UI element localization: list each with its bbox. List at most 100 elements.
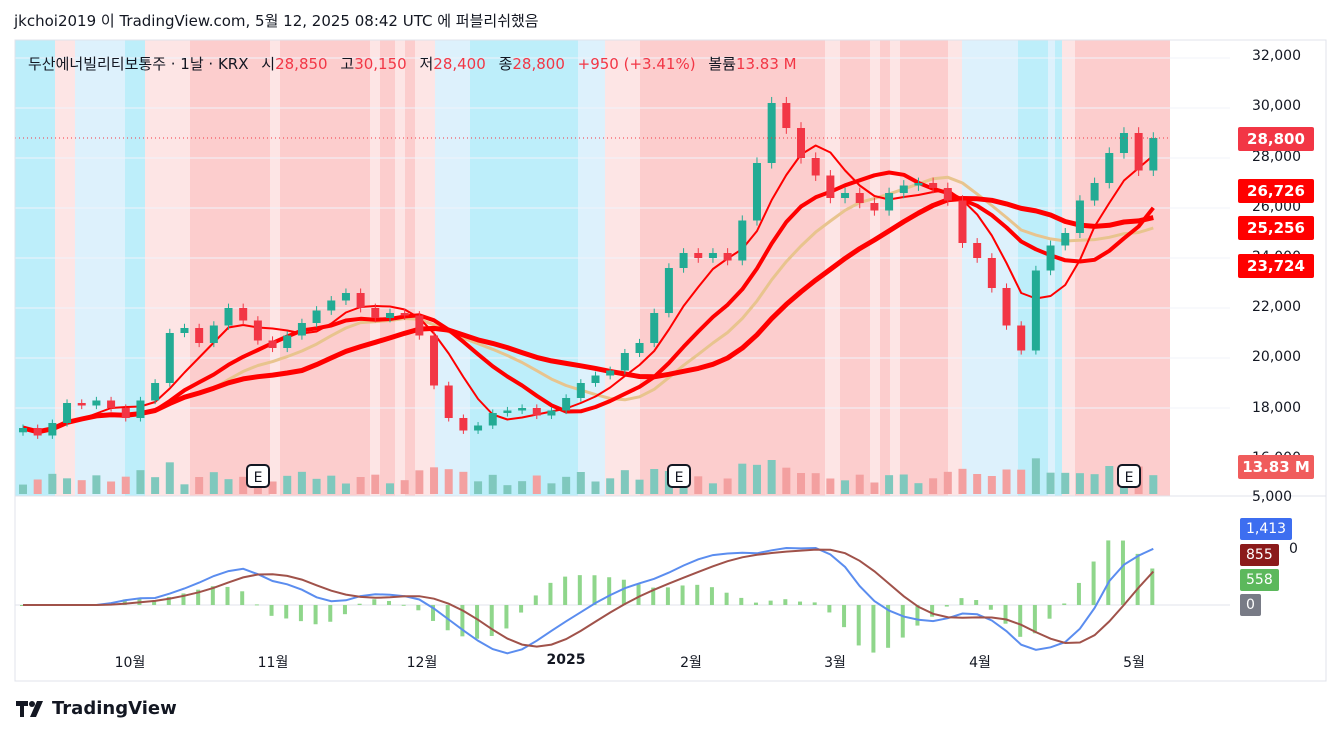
volume-bar xyxy=(312,478,321,494)
publish-line: jkchoi2019 이 TradingView.com, 5월 12, 202… xyxy=(14,12,539,30)
candle-body xyxy=(180,328,189,333)
volume-bar xyxy=(1017,469,1026,494)
candle-body xyxy=(107,400,116,408)
background-band xyxy=(395,40,405,496)
macd-hist-bar xyxy=(196,589,201,605)
macd-hist-bar xyxy=(489,605,494,636)
candle-body xyxy=(371,308,380,318)
price-tick: 28,000 xyxy=(1252,149,1301,165)
volume-bar xyxy=(841,480,850,494)
volume-bar xyxy=(826,478,835,494)
volume-badge: 13.83 M xyxy=(1238,455,1314,479)
background-band xyxy=(890,40,900,496)
candle-body xyxy=(723,253,732,261)
time-label: 11월 xyxy=(257,655,289,671)
background-band xyxy=(880,40,890,496)
macd-hist-bar xyxy=(416,605,421,611)
candle-body xyxy=(488,413,497,426)
volume-bar xyxy=(33,479,42,494)
time-label: 12월 xyxy=(406,655,438,671)
volume-bar xyxy=(620,470,629,494)
volume-bar xyxy=(532,475,541,494)
macd-hist-bar xyxy=(651,587,656,605)
hist-badge: 558 xyxy=(1240,569,1279,591)
candle-body xyxy=(312,310,321,323)
earnings-marker[interactable]: E xyxy=(667,464,691,488)
background-band xyxy=(1062,40,1075,496)
background-band xyxy=(900,40,948,496)
brand-name: TradingView xyxy=(52,698,177,719)
macd-line xyxy=(23,546,1154,655)
price-tick: 5,000 xyxy=(1252,489,1293,505)
macd-hist-bar xyxy=(152,600,157,605)
candle-body xyxy=(268,340,277,348)
volume-bar xyxy=(121,476,130,494)
background-band xyxy=(870,40,880,496)
background-band xyxy=(470,40,578,496)
volume-bar xyxy=(19,484,27,494)
price-tick: 18,000 xyxy=(1252,400,1301,416)
macd-hist-bar xyxy=(284,605,289,619)
ma3-badge: 23,724 xyxy=(1238,254,1314,278)
earnings-marker[interactable]: E xyxy=(1117,464,1141,488)
legend-open: 28,850 xyxy=(275,55,328,73)
zero-badge: 0 xyxy=(1240,594,1261,616)
volume-bar xyxy=(107,481,116,494)
macd-hist-bar xyxy=(739,597,744,605)
legend-low-label: 저 xyxy=(419,55,434,73)
candle-body xyxy=(1002,288,1011,326)
volume-bar xyxy=(385,483,394,494)
background-band xyxy=(840,40,870,496)
price-tick: 26,000 xyxy=(1252,199,1301,215)
candle-body xyxy=(209,325,218,343)
candle-body xyxy=(195,328,204,343)
candle-body xyxy=(341,293,350,301)
signal-badge: 855 xyxy=(1240,544,1279,566)
macd-hist-bar xyxy=(974,600,979,605)
macd-hist-bar xyxy=(577,575,582,605)
candle-body xyxy=(474,425,483,431)
volume-bar xyxy=(165,462,174,494)
macd-hist-bar xyxy=(621,579,626,605)
background-band xyxy=(405,40,415,496)
background-band xyxy=(190,40,270,496)
time-label: 3월 xyxy=(824,655,846,671)
volume-bar xyxy=(973,474,982,494)
candle-body xyxy=(870,203,879,211)
symbol-legend[interactable]: 두산에너빌리티보통주 · 1날 · KRX 시28,850 고30,150 저2… xyxy=(28,53,797,74)
candle-body xyxy=(356,293,365,308)
background-band xyxy=(1055,40,1062,496)
candle-body xyxy=(1149,138,1158,171)
candle-body xyxy=(92,400,101,406)
volume-bar xyxy=(606,478,615,494)
macd-hist-bar xyxy=(240,591,245,605)
volume-bar xyxy=(327,475,336,494)
volume-bar xyxy=(1149,475,1158,494)
candle-body xyxy=(708,253,717,258)
candle-body xyxy=(679,253,688,268)
macd-hist-bar xyxy=(548,582,553,605)
volume-bar xyxy=(239,476,248,494)
tradingview-logo[interactable]: TradingView xyxy=(16,698,177,719)
volume-bar xyxy=(77,480,86,494)
price-tick: 32,000 xyxy=(1252,48,1301,64)
macd-pane xyxy=(15,540,1230,655)
earnings-marker[interactable]: E xyxy=(246,464,270,488)
candle-body xyxy=(19,428,27,433)
macd-hist-bar xyxy=(753,602,758,605)
volume-bar xyxy=(591,481,600,494)
macd-hist-bar xyxy=(959,598,964,605)
time-label: 5월 xyxy=(1123,655,1145,671)
macd-hist-bar xyxy=(342,605,347,615)
volume-bar xyxy=(488,474,497,494)
macd-hist-bar xyxy=(930,605,935,617)
candle-body xyxy=(1061,233,1070,246)
candle-body xyxy=(518,408,527,411)
candles xyxy=(19,96,1158,439)
macd-hist-bar xyxy=(944,605,949,607)
candle-body xyxy=(620,353,629,371)
volume-bar xyxy=(1046,472,1055,494)
volume-bar xyxy=(48,473,57,494)
candle-body xyxy=(77,403,86,406)
